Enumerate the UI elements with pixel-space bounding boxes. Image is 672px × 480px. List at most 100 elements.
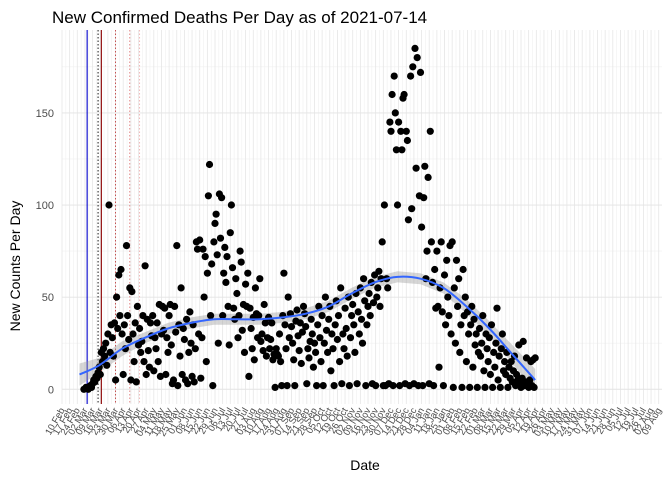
data-point	[278, 382, 286, 390]
data-point	[244, 269, 252, 277]
data-point	[427, 238, 435, 246]
data-point	[433, 247, 441, 255]
data-point	[477, 352, 485, 360]
data-point	[298, 328, 306, 336]
data-point	[142, 370, 150, 379]
data-point	[458, 383, 466, 391]
data-point	[115, 271, 123, 279]
data-point	[101, 352, 109, 360]
data-point	[316, 334, 324, 342]
data-point	[228, 264, 237, 272]
data-point	[469, 363, 477, 371]
data-point	[207, 312, 215, 320]
data-point	[440, 271, 449, 279]
data-point	[319, 382, 327, 390]
data-point	[366, 312, 374, 320]
data-point	[267, 335, 275, 344]
data-point	[176, 352, 184, 360]
data-point	[172, 328, 180, 336]
data-point	[317, 358, 325, 366]
data-point	[302, 323, 310, 331]
data-point	[235, 312, 243, 320]
data-point	[119, 370, 127, 379]
data-point	[174, 382, 182, 390]
data-point	[513, 370, 521, 379]
data-point	[336, 358, 344, 366]
data-point	[484, 358, 492, 366]
data-point	[177, 284, 185, 292]
data-point	[373, 293, 381, 301]
data-point	[274, 352, 282, 360]
data-point	[144, 347, 152, 355]
data-point	[312, 348, 320, 356]
data-point	[103, 361, 111, 369]
data-point	[354, 308, 362, 316]
data-point	[320, 339, 328, 347]
data-point	[330, 382, 338, 390]
data-point	[322, 326, 331, 334]
data-point	[213, 251, 221, 259]
data-point	[247, 324, 255, 333]
confidence-band	[79, 271, 536, 392]
data-point	[389, 382, 397, 390]
data-point	[245, 372, 253, 380]
data-point	[269, 356, 277, 364]
data-point	[333, 335, 341, 344]
data-point	[452, 256, 461, 264]
data-point	[185, 348, 193, 356]
data-point	[375, 267, 383, 275]
data-point	[114, 324, 122, 333]
data-point	[291, 382, 299, 390]
data-point	[342, 324, 350, 333]
data-point	[408, 205, 416, 213]
data-point	[376, 302, 384, 310]
data-point	[131, 319, 139, 327]
data-point	[112, 376, 120, 384]
data-point	[268, 319, 276, 327]
data-point	[459, 265, 467, 274]
data-point	[152, 345, 160, 353]
data-point	[412, 164, 420, 172]
data-point	[129, 330, 137, 338]
data-point	[407, 72, 415, 80]
data-point	[531, 354, 539, 362]
data-point	[162, 370, 170, 379]
data-point	[284, 293, 292, 301]
data-point	[186, 308, 194, 316]
data-point	[461, 293, 469, 301]
data-point	[256, 275, 264, 283]
data-point	[130, 358, 138, 366]
data-point	[331, 321, 339, 329]
data-point	[271, 383, 279, 391]
data-point	[411, 44, 419, 53]
data-point	[281, 321, 289, 329]
data-point	[395, 118, 403, 126]
data-point	[341, 304, 349, 312]
data-point	[221, 243, 229, 251]
data-point	[478, 339, 486, 347]
data-point	[388, 90, 396, 99]
data-point	[184, 380, 192, 388]
trend-curve	[79, 275, 536, 381]
data-point	[113, 293, 121, 301]
y-tick-label: 50	[42, 292, 54, 304]
data-point	[173, 242, 181, 250]
data-point	[214, 339, 222, 347]
data-point	[212, 210, 220, 218]
data-point	[240, 348, 249, 356]
y-tick-label: 150	[36, 108, 54, 120]
data-point	[487, 321, 496, 329]
data-point	[351, 348, 359, 356]
data-point	[305, 354, 313, 362]
data-point	[380, 201, 388, 209]
data-point	[146, 319, 155, 327]
data-point	[362, 382, 370, 390]
data-point	[238, 326, 246, 334]
data-point	[242, 280, 250, 288]
data-point	[124, 312, 132, 320]
data-point	[226, 229, 234, 237]
data-point	[277, 358, 285, 366]
data-point	[358, 339, 367, 347]
data-point	[416, 68, 425, 76]
